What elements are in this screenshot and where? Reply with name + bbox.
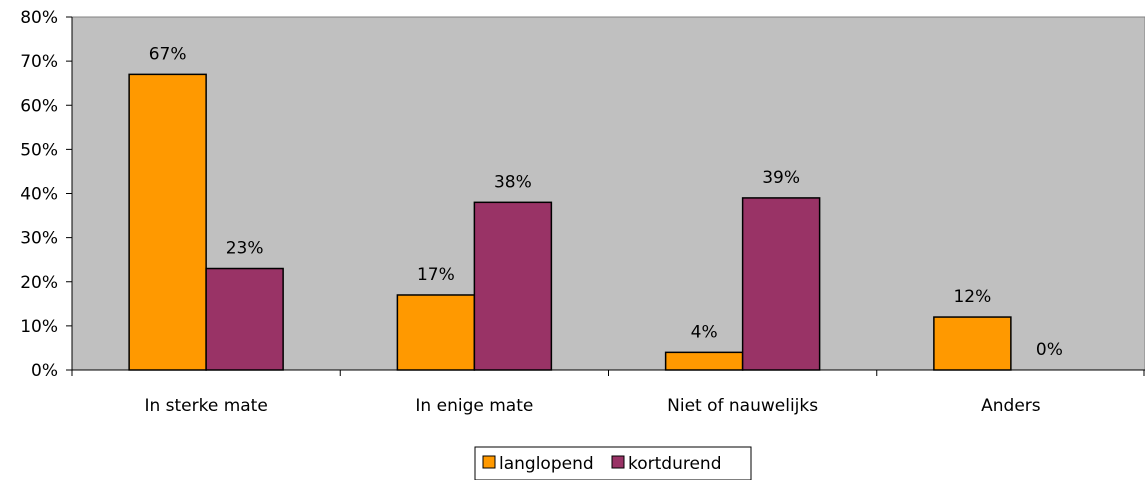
y-tick-label: 60% (20, 96, 58, 116)
x-category-label: Niet of nauwelijks (667, 396, 818, 416)
y-tick-label: 70% (20, 52, 58, 72)
data-label: 4% (691, 322, 718, 342)
x-axis: In sterke mate In enige mate Niet of nauwe… (71, 369, 1145, 416)
data-label: 39% (762, 168, 800, 188)
data-label: 17% (417, 265, 455, 285)
y-tick-label: 50% (20, 140, 58, 160)
bar-langlopend (933, 316, 1012, 371)
legend: langlopend kortdurend (474, 446, 752, 480)
data-label: 38% (494, 172, 532, 192)
y-tick-label: 20% (20, 273, 58, 293)
bar-kortdurend (473, 201, 553, 371)
bars: 67% 23% 17% 38% 4% 39% 12% 0% (128, 44, 1063, 371)
legend-swatch-kortdurend (611, 455, 625, 469)
y-tick-label: 30% (20, 229, 58, 249)
y-tick-label: 10% (20, 317, 58, 337)
data-label: 67% (149, 44, 187, 64)
bar-kortdurend (205, 267, 284, 371)
x-category-label: In sterke mate (144, 396, 267, 416)
legend-swatch-langlopend (482, 455, 496, 469)
x-category-label: In enige mate (415, 396, 533, 416)
y-tick-label: 0% (31, 361, 58, 381)
bar-langlopend (396, 294, 476, 371)
bar-kortdurend (741, 197, 821, 371)
x-category-label: Anders (981, 396, 1041, 416)
bar-langlopend (664, 351, 744, 371)
data-label: 12% (953, 287, 991, 307)
y-axis: 0% 10% 20% 30% 40% 50% 60% 70% 80% (20, 8, 73, 381)
bar-langlopend (128, 73, 207, 371)
y-tick-label: 80% (20, 8, 58, 28)
data-label: 23% (226, 239, 264, 259)
legend-label: kortdurend (628, 454, 722, 474)
y-tick-label: 40% (20, 185, 58, 205)
legend-label: langlopend (499, 454, 594, 474)
data-label: 0% (1036, 340, 1063, 360)
